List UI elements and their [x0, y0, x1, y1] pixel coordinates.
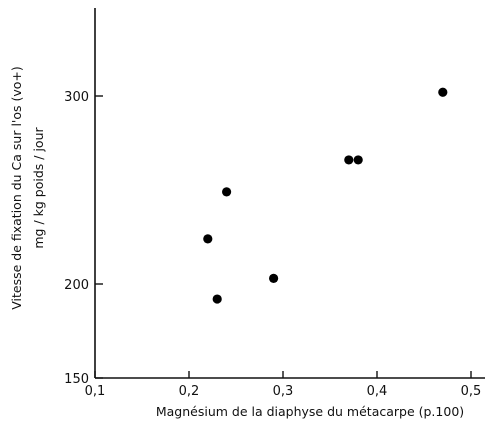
data-point — [212, 294, 222, 304]
x-tick-label: 0,4 — [367, 384, 388, 399]
y-axis-ticks: 150 200 300 — [64, 90, 103, 387]
data-point — [344, 155, 354, 165]
y-tick-label: 150 — [64, 372, 89, 387]
data-points — [203, 87, 448, 304]
data-point — [203, 234, 213, 244]
x-axis-title: Magnésium de la diaphyse du métacarpe (p… — [156, 404, 464, 419]
x-tick-label: 0,5 — [461, 384, 482, 399]
x-axis-ticks: 0,1 0,2 0,3 0,4 0,5 — [85, 371, 482, 399]
data-point — [222, 187, 232, 197]
data-point — [353, 155, 363, 165]
x-tick-label: 0,3 — [273, 384, 294, 399]
y-tick-label: 200 — [64, 278, 89, 293]
x-tick-label: 0,1 — [85, 384, 106, 399]
x-tick-label: 0,2 — [179, 384, 200, 399]
y-axis-title-line-2: mg / kg poids / jour — [31, 127, 46, 249]
y-axis-title-line-1: Vitesse de fixation du Ca sur l'os (vo+) — [9, 66, 24, 310]
y-tick-label: 300 — [64, 90, 89, 105]
data-point — [269, 273, 279, 283]
data-point — [438, 87, 448, 97]
